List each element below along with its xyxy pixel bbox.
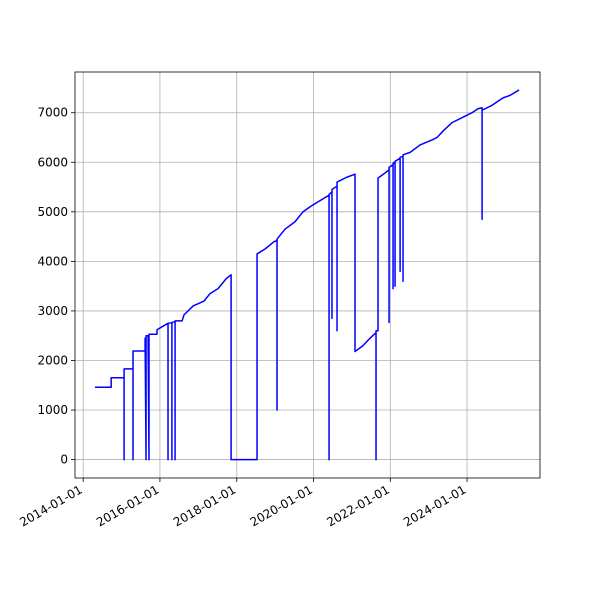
y-tick-label: 6000 — [37, 155, 68, 169]
x-tick-label: 2014-01-01 — [17, 482, 84, 529]
y-tick-label: 0 — [60, 453, 68, 467]
data-line — [94, 89, 520, 461]
x-tick-label: 2020-01-01 — [248, 482, 315, 529]
y-tick-label: 5000 — [37, 205, 68, 219]
y-tick-label: 7000 — [37, 106, 68, 120]
x-tick-label: 2024-01-01 — [401, 482, 468, 529]
plot-frame — [74, 71, 541, 479]
y-tick-label: 2000 — [37, 353, 68, 367]
y-tick-label: 3000 — [37, 304, 68, 318]
x-tick-label: 2022-01-01 — [324, 482, 391, 529]
x-tick-label: 2016-01-01 — [94, 482, 161, 529]
y-tick-label: 4000 — [37, 254, 68, 268]
y-tick-label: 1000 — [37, 403, 68, 417]
x-tick-label: 2018-01-01 — [171, 482, 238, 529]
